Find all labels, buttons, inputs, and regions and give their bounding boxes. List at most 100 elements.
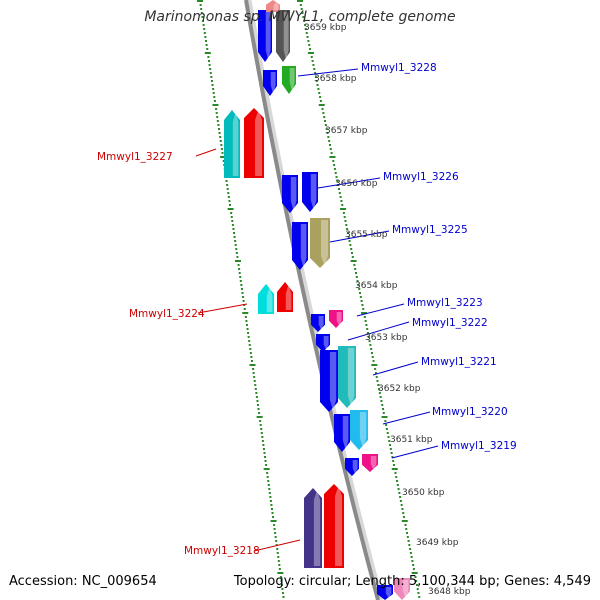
gene-bottom-pink[interactable]	[394, 578, 410, 600]
tick-mark	[229, 204, 232, 206]
gene-3224-body	[277, 282, 293, 312]
genome-summary-text: Topology: circular; Length: 5,100,344 bp…	[233, 574, 591, 589]
tick-mark	[264, 456, 267, 458]
tick-mark	[371, 364, 378, 366]
gene-top-blue-body	[258, 10, 272, 62]
gene-label-mmwyl1-3221[interactable]: Mmwyl1_3221	[421, 356, 497, 368]
tick-mark	[274, 532, 277, 534]
gene-top-gray[interactable]	[276, 10, 290, 62]
tick-mark	[301, 12, 304, 14]
gene-label-mmwyl1-3222[interactable]: Mmwyl1_3222	[412, 317, 488, 329]
gene-3227-cyan[interactable]	[224, 110, 240, 178]
gene-3227[interactable]	[244, 108, 264, 178]
gene-3222[interactable]	[316, 334, 330, 352]
gene-3219[interactable]	[362, 454, 378, 472]
scale-label: 3658 kbp	[314, 74, 357, 84]
tick-mark	[304, 28, 307, 30]
gene-3221[interactable]	[338, 346, 356, 408]
gene-3218-purple[interactable]	[304, 488, 322, 568]
tick-mark	[314, 72, 317, 74]
tick-mark	[315, 80, 318, 82]
gene-3220-blue[interactable]	[334, 414, 350, 452]
tick-mark	[212, 104, 219, 106]
tick-mark	[215, 112, 218, 114]
tick-mark	[250, 360, 253, 362]
tick-mark	[323, 116, 326, 118]
tick-mark	[406, 536, 409, 538]
tick-mark	[262, 444, 265, 446]
tick-mark	[252, 372, 255, 374]
tick-mark	[390, 452, 393, 454]
gene-3224[interactable]	[277, 282, 293, 312]
gene-3218[interactable]	[324, 484, 344, 568]
callout-line	[391, 445, 439, 459]
gene-label-mmwyl1-3220[interactable]: Mmwyl1_3220	[432, 406, 508, 418]
tick-mark	[299, 4, 302, 6]
tick-mark	[248, 340, 251, 342]
gene-3223-blue[interactable]	[311, 314, 325, 332]
tick-track-right	[297, 0, 421, 598]
tick-mark	[267, 484, 270, 486]
gene-3221-blue[interactable]	[320, 350, 338, 412]
tick-mark	[234, 244, 237, 246]
tick-mark	[210, 76, 213, 78]
tick-mark	[238, 268, 241, 270]
gene-3220[interactable]	[350, 410, 368, 450]
tick-mark	[392, 464, 395, 466]
backbone	[244, 0, 380, 600]
map-title: Marinomonas sp. MWYL1, complete genome	[144, 9, 456, 25]
tick-mark	[407, 540, 410, 542]
gene-label-mmwyl1-3225[interactable]: Mmwyl1_3225	[392, 224, 468, 236]
gene-3219-highlight	[370, 456, 377, 470]
gene-label-mmwyl1-3226[interactable]: Mmwyl1_3226	[383, 171, 459, 183]
gene-bottom-blue[interactable]	[377, 585, 393, 600]
tick-mark	[202, 24, 205, 26]
tick-mark	[400, 504, 403, 506]
tick-mark	[310, 56, 313, 58]
tick-mark	[260, 432, 263, 434]
tick-mark	[226, 184, 229, 186]
gene-label-mmwyl1-3223[interactable]: Mmwyl1_3223	[407, 297, 483, 309]
tick-mark	[330, 152, 333, 154]
gene-3224-cyan[interactable]	[258, 284, 274, 314]
tick-mark	[249, 364, 256, 366]
tick-mark	[271, 512, 274, 514]
tick-mark	[416, 588, 419, 590]
gene-3658-blue[interactable]	[263, 70, 277, 96]
gene-3227-highlight	[255, 110, 262, 176]
tick-mark	[273, 528, 276, 530]
tick-mark	[356, 280, 359, 282]
callout-line	[382, 411, 431, 425]
gene-label-mmwyl1-3227[interactable]: Mmwyl1_3227	[97, 151, 173, 163]
tick-mark	[242, 296, 245, 298]
tick-mark	[395, 476, 398, 478]
gene-top-blue[interactable]	[258, 10, 272, 62]
gene-3226[interactable]	[302, 172, 318, 212]
tick-mark	[204, 52, 211, 54]
gene-3223[interactable]	[329, 310, 343, 328]
gene-label-mmwyl1-3224[interactable]: Mmwyl1_3224	[129, 308, 205, 320]
gene-3225-blue[interactable]	[292, 222, 308, 270]
gene-top-pink[interactable]	[266, 0, 280, 12]
gene-3226-blue[interactable]	[282, 175, 298, 213]
gene-3228[interactable]	[282, 66, 296, 94]
tick-mark	[324, 120, 327, 122]
gene-3218-body	[324, 484, 344, 568]
tick-mark	[264, 460, 267, 462]
tick-mark	[239, 276, 242, 278]
gene-label-mmwyl1-3218[interactable]: Mmwyl1_3218	[184, 545, 260, 557]
gene-3225-blue-body	[292, 222, 308, 270]
gene-3222-body	[316, 334, 330, 352]
gene-label-mmwyl1-3219[interactable]: Mmwyl1_3219	[441, 440, 517, 452]
tick-mark	[210, 80, 213, 82]
tick-mark	[197, 0, 203, 2]
gene-3225[interactable]	[310, 218, 330, 268]
gene-3219-blue[interactable]	[345, 458, 359, 476]
tick-mark	[262, 448, 265, 450]
tick-mark	[219, 136, 222, 138]
tick-mark	[205, 40, 208, 42]
tick-mark	[409, 548, 412, 550]
tick-mark	[263, 468, 270, 470]
tick-mark	[263, 452, 266, 454]
gene-label-mmwyl1-3228[interactable]: Mmwyl1_3228	[361, 62, 437, 74]
